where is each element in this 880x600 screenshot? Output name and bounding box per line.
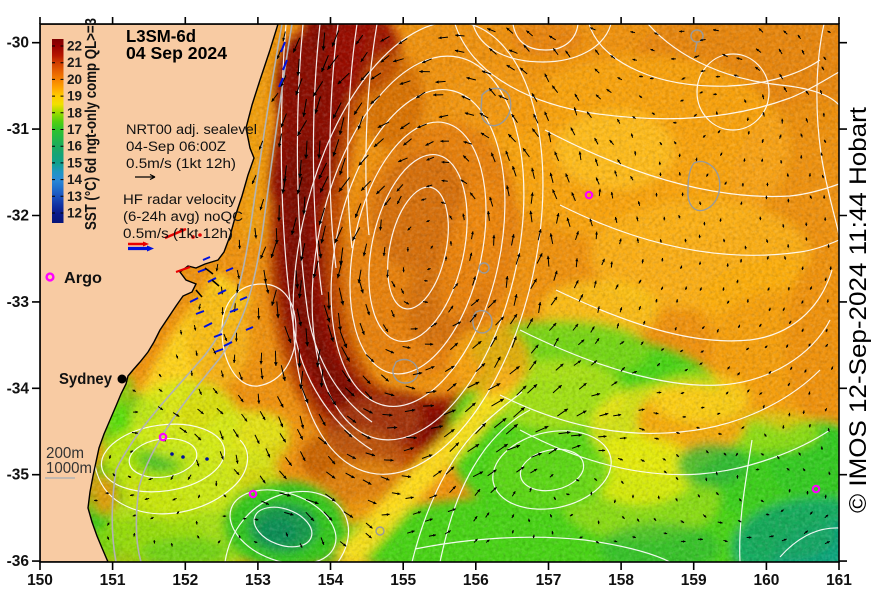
svg-text:22: 22 bbox=[67, 39, 82, 54]
svg-text:L3SM-6d: L3SM-6d bbox=[126, 26, 196, 46]
svg-text:155: 155 bbox=[390, 572, 416, 589]
svg-text:151: 151 bbox=[100, 572, 126, 589]
svg-text:SST (°C) 6d ngt-only comp QL>=: SST (°C) 6d ngt-only comp QL>=3 bbox=[83, 18, 100, 230]
svg-text:20: 20 bbox=[67, 72, 82, 87]
svg-text:15: 15 bbox=[67, 155, 83, 170]
svg-text:18: 18 bbox=[67, 105, 83, 120]
svg-text:-30: -30 bbox=[7, 35, 29, 52]
svg-text:159: 159 bbox=[681, 572, 707, 589]
svg-text:16: 16 bbox=[67, 139, 83, 154]
svg-text:-31: -31 bbox=[7, 121, 30, 138]
svg-text:0.5m/s (1kt 12h): 0.5m/s (1kt 12h) bbox=[123, 226, 233, 241]
svg-text:13: 13 bbox=[67, 189, 83, 204]
svg-text:04 Sep 2024: 04 Sep 2024 bbox=[126, 43, 227, 63]
svg-text:-35: -35 bbox=[7, 467, 30, 484]
svg-text:160: 160 bbox=[753, 572, 779, 589]
svg-text:-34: -34 bbox=[7, 380, 30, 397]
svg-text:04-Sep 06:00Z: 04-Sep 06:00Z bbox=[126, 139, 226, 154]
svg-text:152: 152 bbox=[172, 572, 198, 589]
svg-text:19: 19 bbox=[67, 89, 82, 104]
svg-text:14: 14 bbox=[67, 172, 83, 187]
svg-text:0.5m/s (1kt 12h): 0.5m/s (1kt 12h) bbox=[126, 156, 236, 171]
svg-text:156: 156 bbox=[463, 572, 489, 589]
svg-text:200m: 200m bbox=[46, 445, 84, 462]
svg-text:153: 153 bbox=[245, 572, 271, 589]
svg-text:HF radar velocity: HF radar velocity bbox=[123, 192, 236, 207]
svg-text:157: 157 bbox=[536, 572, 562, 589]
svg-text:161: 161 bbox=[826, 572, 852, 589]
svg-text:158: 158 bbox=[608, 572, 634, 589]
svg-text:17: 17 bbox=[67, 122, 82, 137]
svg-text:154: 154 bbox=[318, 572, 344, 589]
svg-text:(6-24h avg) noQC: (6-24h avg) noQC bbox=[123, 209, 243, 224]
svg-text:Argo: Argo bbox=[64, 270, 102, 287]
svg-text:21: 21 bbox=[67, 55, 83, 70]
svg-text:-33: -33 bbox=[7, 294, 30, 311]
svg-text:1000m: 1000m bbox=[46, 460, 92, 477]
svg-text:150: 150 bbox=[27, 572, 53, 589]
svg-text:-36: -36 bbox=[7, 553, 30, 570]
svg-text:Sydney: Sydney bbox=[59, 371, 112, 388]
svg-text:12: 12 bbox=[67, 206, 82, 221]
svg-text:-32: -32 bbox=[7, 208, 29, 225]
svg-text:NRT00 adj. sealevel: NRT00 adj. sealevel bbox=[126, 122, 257, 137]
svg-text:© IMOS 12-Sep-2024 11:44 Hobar: © IMOS 12-Sep-2024 11:44 Hobart bbox=[845, 107, 872, 513]
